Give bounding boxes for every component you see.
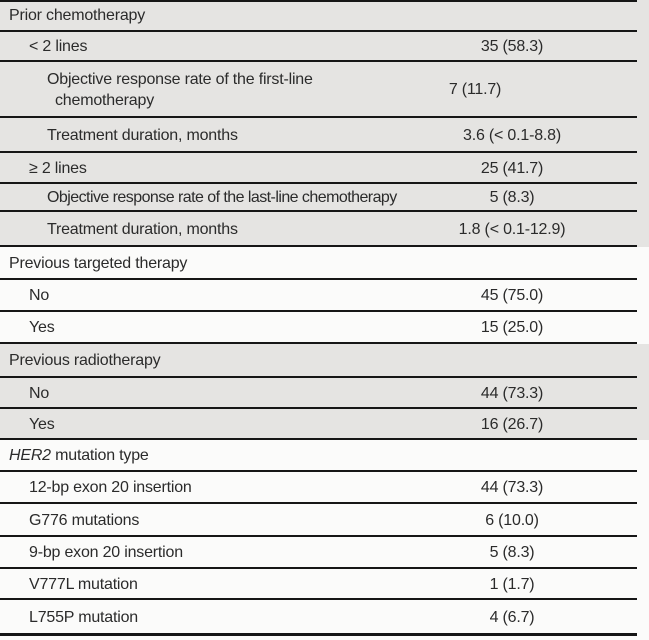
row-label: Treatment duration, months: [47, 220, 238, 238]
row-label: V777L mutation: [29, 575, 138, 593]
row-value: 5 (8.3): [489, 544, 535, 561]
row-radiotherapy-no: No 44 (73.3): [0, 378, 649, 409]
row-orr-first-line: Objective response rate of the first-lin…: [0, 62, 649, 118]
row-value: 3.6 (< 0.1-8.8): [463, 126, 561, 144]
row-label: ≥ 2 lines: [29, 159, 87, 177]
row-label: 9-bp exon 20 insertion: [29, 544, 183, 561]
row-label: 12-bp exon 20 insertion: [29, 479, 192, 496]
row-her2-mutation-type: HER2 mutation type: [0, 440, 649, 472]
row-value: 44 (73.3): [480, 479, 544, 496]
row-label-rest: mutation type: [50, 447, 149, 464]
row-label: Previous targeted therapy: [9, 254, 188, 272]
row-label: < 2 lines: [29, 38, 88, 55]
row-orr-last-line: Objective response rate of the last-line…: [0, 184, 649, 212]
row-treatment-duration-first: Treatment duration, months 3.6 (< 0.1-8.…: [0, 118, 649, 153]
row-value: 7 (11.7): [448, 81, 502, 98]
row-label: G776 mutations: [29, 511, 140, 529]
row-label: HER2 mutation type: [0, 447, 387, 465]
row-label: Treatment duration, months: [47, 126, 238, 144]
her2-gene-italic: HER2: [9, 447, 51, 464]
row-label: Objective response rate of the first-lin…: [47, 71, 313, 109]
row-label: Previous radiotherapy: [9, 352, 161, 369]
row-label: L755P mutation: [29, 609, 138, 626]
row-value: 16 (26.7): [480, 415, 544, 433]
row-label: Objective response rate of the last-line…: [47, 189, 397, 206]
row-value: 45 (75.0): [480, 287, 544, 304]
row-ge-2-lines: ≥ 2 lines 25 (41.7): [0, 153, 649, 184]
row-label: Prior chemotherapy: [9, 7, 146, 24]
row-lt-2-lines: < 2 lines 35 (58.3): [0, 32, 649, 62]
row-targeted-no: No 45 (75.0): [0, 280, 649, 312]
row-v777l-mutation: V777L mutation 1 (1.7): [0, 569, 649, 600]
row-g776-mutations: G776 mutations 6 (10.0): [0, 504, 649, 537]
row-9bp-exon20-insertion: 9-bp exon 20 insertion 5 (8.3): [0, 537, 649, 569]
row-label: Yes: [29, 319, 55, 336]
row-radiotherapy-yes: Yes 16 (26.7): [0, 409, 649, 440]
row-value: 35 (58.3): [480, 38, 544, 55]
row-value: 6 (10.0): [485, 511, 539, 529]
row-treatment-duration-last: Treatment duration, months 1.8 (< 0.1-12…: [0, 212, 649, 247]
row-label: No: [29, 384, 50, 402]
row-previous-radiotherapy: Previous radiotherapy: [0, 344, 649, 378]
row-value: 25 (41.7): [480, 159, 544, 177]
row-value: 15 (25.0): [480, 319, 544, 336]
row-value: 1 (1.7): [489, 575, 535, 593]
row-value: 4 (6.7): [489, 609, 535, 626]
row-label: No: [29, 287, 50, 304]
row-label: Yes: [29, 415, 55, 433]
row-prior-chemotherapy: Prior chemotherapy: [0, 0, 649, 32]
row-targeted-yes: Yes 15 (25.0): [0, 312, 649, 344]
row-value: 1.8 (< 0.1-12.9): [458, 220, 566, 238]
row-previous-targeted-therapy: Previous targeted therapy: [0, 247, 649, 280]
row-l755p-mutation: L755P mutation 4 (6.7): [0, 600, 649, 636]
row-value: 5 (8.3): [489, 189, 535, 206]
row-value: 44 (73.3): [480, 384, 544, 402]
row-12bp-exon20-insertion: 12-bp exon 20 insertion 44 (73.3): [0, 472, 649, 504]
